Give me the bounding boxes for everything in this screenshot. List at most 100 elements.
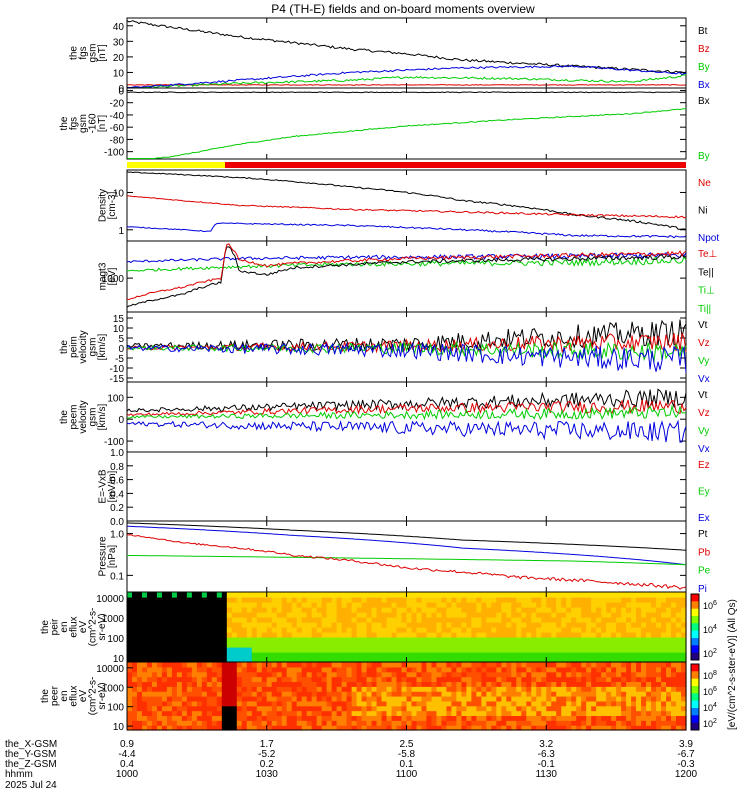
spectrogram-cell bbox=[676, 686, 682, 692]
spectrogram-cell bbox=[436, 710, 443, 717]
spectrogram-cell bbox=[601, 720, 607, 726]
spectrogram-cell bbox=[641, 657, 647, 663]
spectrogram-cell bbox=[386, 720, 393, 726]
spectrogram-cell bbox=[666, 637, 672, 643]
spectrogram-cell bbox=[651, 715, 657, 721]
spectrogram-cell bbox=[666, 662, 672, 668]
spectrogram-cell bbox=[171, 671, 178, 678]
spectrogram-cell bbox=[301, 592, 308, 598]
spectrogram-cell bbox=[136, 671, 143, 678]
spectrogram-cell bbox=[411, 671, 418, 678]
spectrogram-cell bbox=[576, 657, 582, 663]
spectrogram-cell bbox=[216, 705, 223, 712]
spectrogram-cell bbox=[316, 657, 323, 663]
spectrogram-cell bbox=[236, 696, 243, 702]
spectrogram-cell bbox=[206, 642, 213, 648]
spectrogram-cell bbox=[376, 700, 383, 707]
spectrogram-cell bbox=[541, 622, 547, 628]
spectrogram-cell bbox=[191, 676, 198, 683]
spectrogram-cell bbox=[396, 720, 403, 726]
spectrogram-cell bbox=[256, 691, 263, 697]
spectrogram-cell bbox=[356, 725, 363, 731]
spectrogram-cell bbox=[206, 662, 213, 668]
spectrogram-cell bbox=[216, 700, 223, 707]
spectrogram-cell bbox=[646, 597, 652, 603]
spectrogram-cell bbox=[306, 602, 313, 608]
spectrogram-cell bbox=[531, 627, 537, 633]
spectrogram-cell bbox=[411, 642, 418, 648]
spectrogram-cell bbox=[246, 627, 253, 633]
spectrogram-cell bbox=[386, 607, 393, 613]
spectrogram-cell bbox=[401, 597, 408, 603]
spectrogram-cell bbox=[426, 607, 433, 613]
spectrogram-cell bbox=[136, 710, 143, 717]
spectrogram-cell bbox=[446, 666, 453, 673]
spectrogram-cell bbox=[196, 592, 203, 598]
spectrogram-cell bbox=[341, 725, 348, 731]
spectrogram-cell bbox=[256, 652, 263, 658]
spectrogram-cell bbox=[331, 642, 338, 648]
spectrogram-cell bbox=[506, 662, 512, 668]
spectrogram-cell bbox=[456, 676, 462, 683]
spectrogram-cell bbox=[301, 666, 308, 673]
spectrogram-cell bbox=[321, 676, 328, 683]
spectrogram-cell bbox=[361, 681, 368, 687]
spectrogram-cell bbox=[641, 725, 647, 731]
spectrogram-cell bbox=[526, 686, 532, 692]
spectrogram-cell bbox=[671, 642, 677, 648]
spectrogram-cell bbox=[416, 705, 423, 712]
spectrogram-cell bbox=[596, 681, 602, 687]
y-axis-label: [cm-3] bbox=[107, 191, 118, 219]
spectrogram-cell bbox=[406, 676, 413, 683]
spectrogram-cell bbox=[311, 597, 318, 603]
spectrogram-cell bbox=[481, 627, 487, 633]
y-axis-label: peim bbox=[69, 336, 80, 358]
spectrogram-cell bbox=[311, 622, 318, 628]
spectrogram-cell bbox=[596, 602, 602, 608]
spectrogram-cell bbox=[221, 632, 228, 638]
y-tick-label: 1.0 bbox=[110, 448, 124, 459]
spectrogram-cell bbox=[311, 642, 318, 648]
spectrogram-cell bbox=[316, 705, 323, 712]
spectrogram-cell bbox=[236, 637, 243, 643]
legend-entry: Pb bbox=[698, 547, 711, 558]
spectrogram-cell bbox=[516, 612, 522, 618]
spectrogram-cell bbox=[446, 715, 453, 721]
spectrogram-cell bbox=[221, 705, 228, 712]
spectrogram-cell bbox=[201, 691, 208, 697]
spectrogram-cell bbox=[256, 642, 263, 648]
spectrogram-cell bbox=[461, 652, 467, 658]
spectrogram-cell bbox=[611, 602, 617, 608]
spectrogram-cell bbox=[391, 637, 398, 643]
spectrogram-cell bbox=[441, 710, 448, 717]
spectrogram-cell bbox=[261, 597, 268, 603]
series-line-Vx bbox=[126, 341, 687, 373]
spectrogram-cell bbox=[281, 720, 288, 726]
colorbar-tick-label: 104 bbox=[703, 702, 717, 713]
spectrogram-cell bbox=[441, 657, 448, 663]
spectrogram-cell bbox=[171, 607, 178, 613]
spectrogram-cell bbox=[346, 681, 353, 687]
spectrogram-cell bbox=[511, 597, 517, 603]
spectrogram-cell bbox=[196, 647, 203, 653]
spectrogram-cell bbox=[386, 700, 393, 707]
spectrogram-cell bbox=[356, 671, 363, 678]
spectrogram-cell bbox=[506, 612, 512, 618]
spectrogram-cell bbox=[596, 647, 602, 653]
spectrogram-cell bbox=[551, 637, 557, 643]
spectrogram-cell bbox=[581, 686, 587, 692]
spectrogram-cell bbox=[496, 642, 502, 648]
spectrogram-cell bbox=[386, 681, 393, 687]
y-tick-label: 0.4 bbox=[110, 489, 124, 500]
spectrogram-cell bbox=[316, 691, 323, 697]
spectrogram-cell bbox=[151, 696, 158, 702]
legend-entry: Ti⊥ bbox=[698, 286, 715, 297]
spectrogram-cell bbox=[486, 691, 492, 697]
spectrogram-cell bbox=[196, 710, 203, 717]
spectrogram-cell bbox=[521, 681, 527, 687]
spectrogram-cell bbox=[181, 705, 188, 712]
spectrogram-cell bbox=[651, 642, 657, 648]
spectrogram-cell bbox=[361, 612, 368, 618]
spectrogram-cell bbox=[166, 666, 173, 673]
spectrogram-cell bbox=[401, 617, 408, 623]
